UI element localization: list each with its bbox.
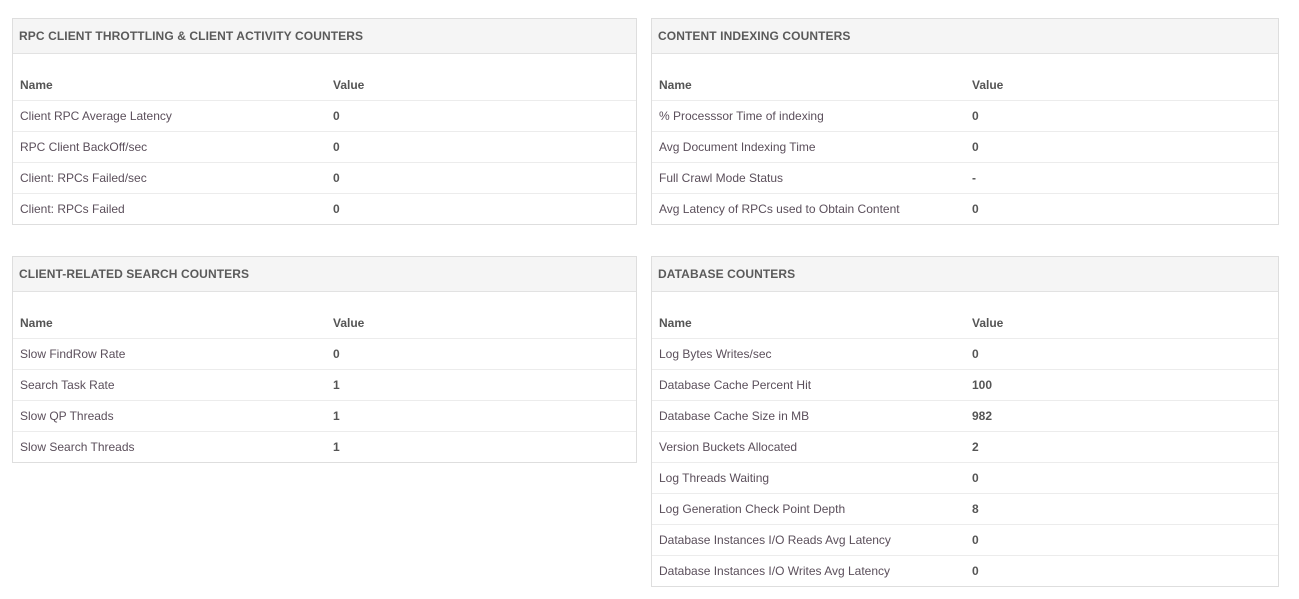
column-header-name: Name [20, 316, 53, 330]
table-row: Log Generation Check Point Depth 8 [652, 493, 1278, 525]
table-row: Search Task Rate 1 [13, 369, 636, 401]
counter-name: Slow Search Threads [13, 431, 326, 462]
counter-name: Slow QP Threads [13, 400, 326, 432]
panel-title: DATABASE COUNTERS [652, 257, 1278, 292]
counter-name: Search Task Rate [13, 369, 326, 401]
rpc-client-throttling-panel: RPC CLIENT THROTTLING & CLIENT ACTIVITY … [12, 18, 637, 225]
counter-name: Full Crawl Mode Status [652, 162, 965, 194]
counter-name: Client: RPCs Failed [13, 193, 326, 224]
counter-value: 0 [965, 100, 1278, 132]
panel-title: CONTENT INDEXING COUNTERS [652, 19, 1278, 54]
column-header-name: Name [659, 316, 692, 330]
counter-name: Log Bytes Writes/sec [652, 338, 965, 370]
table-row: Client: RPCs Failed 0 [13, 193, 636, 224]
counter-name: Version Buckets Allocated [652, 431, 965, 463]
counter-name: Client: RPCs Failed/sec [13, 162, 326, 194]
counter-value: 0 [965, 131, 1278, 163]
column-header-value: Value [333, 78, 365, 92]
table-header-row: Name Value [652, 308, 1278, 339]
panel-title: RPC CLIENT THROTTLING & CLIENT ACTIVITY … [13, 19, 636, 54]
counter-value: 0 [965, 338, 1278, 370]
counter-value: 0 [326, 193, 636, 224]
table-row: Slow FindRow Rate 0 [13, 338, 636, 370]
panel-title: CLIENT-RELATED SEARCH COUNTERS [13, 257, 636, 292]
table-row: Avg Document Indexing Time 0 [652, 131, 1278, 163]
counter-value: 2 [965, 431, 1278, 463]
table-row: Database Instances I/O Writes Avg Latenc… [652, 555, 1278, 586]
column-header-name: Name [659, 78, 692, 92]
counter-name: Database Cache Size in MB [652, 400, 965, 432]
counter-name: Slow FindRow Rate [13, 338, 326, 370]
table-row: Client RPC Average Latency 0 [13, 100, 636, 132]
table-header-row: Name Value [13, 308, 636, 339]
table-row: Slow QP Threads 1 [13, 400, 636, 432]
counter-value: 0 [326, 131, 636, 163]
counter-value: 0 [326, 162, 636, 194]
table-row: Version Buckets Allocated 2 [652, 431, 1278, 463]
table-row: Client: RPCs Failed/sec 0 [13, 162, 636, 194]
table-row: % Processsor Time of indexing 0 [652, 100, 1278, 132]
counter-name: % Processsor Time of indexing [652, 100, 965, 132]
counter-name: Client RPC Average Latency [13, 100, 326, 132]
counter-name: Database Cache Percent Hit [652, 369, 965, 401]
table-row: Slow Search Threads 1 [13, 431, 636, 462]
counters-table: Name Value % Processsor Time of indexing… [652, 70, 1278, 224]
counter-value: 0 [326, 338, 636, 370]
table-row: Avg Latency of RPCs used to Obtain Conte… [652, 193, 1278, 224]
counter-value: 0 [965, 524, 1278, 556]
column-header-name: Name [20, 78, 53, 92]
counters-table: Name Value Client RPC Average Latency 0 … [13, 70, 636, 224]
column-header-value: Value [333, 316, 365, 330]
counters-table: Name Value Slow FindRow Rate 0 Search Ta… [13, 308, 636, 462]
counter-name: Avg Latency of RPCs used to Obtain Conte… [652, 193, 965, 224]
counters-table: Name Value Log Bytes Writes/sec 0 Databa… [652, 308, 1278, 586]
client-search-panel: CLIENT-RELATED SEARCH COUNTERS Name Valu… [12, 256, 637, 463]
counter-value: 1 [326, 431, 636, 462]
counter-value: - [965, 162, 1278, 194]
content-indexing-panel: CONTENT INDEXING COUNTERS Name Value % P… [651, 18, 1279, 225]
table-row: Database Instances I/O Reads Avg Latency… [652, 524, 1278, 556]
counter-value: 0 [326, 100, 636, 132]
table-row: Database Cache Percent Hit 100 [652, 369, 1278, 401]
counter-value: 1 [326, 369, 636, 401]
table-row: Log Bytes Writes/sec 0 [652, 338, 1278, 370]
table-header-row: Name Value [13, 70, 636, 101]
table-row: Database Cache Size in MB 982 [652, 400, 1278, 432]
table-row: Log Threads Waiting 0 [652, 462, 1278, 494]
counter-name: RPC Client BackOff/sec [13, 131, 326, 163]
database-counters-panel: DATABASE COUNTERS Name Value Log Bytes W… [651, 256, 1279, 587]
table-header-row: Name Value [652, 70, 1278, 101]
counter-value: 982 [965, 400, 1278, 432]
counter-value: 0 [965, 193, 1278, 224]
counter-value: 0 [965, 462, 1278, 494]
counter-name: Database Instances I/O Writes Avg Latenc… [652, 555, 965, 586]
column-header-value: Value [972, 316, 1004, 330]
column-header-value: Value [972, 78, 1004, 92]
table-row: RPC Client BackOff/sec 0 [13, 131, 636, 163]
counter-value: 1 [326, 400, 636, 432]
table-row: Full Crawl Mode Status - [652, 162, 1278, 194]
counter-value: 100 [965, 369, 1278, 401]
counter-name: Database Instances I/O Reads Avg Latency [652, 524, 965, 556]
counter-name: Avg Document Indexing Time [652, 131, 965, 163]
counter-value: 0 [965, 555, 1278, 586]
counter-name: Log Threads Waiting [652, 462, 965, 494]
counter-name: Log Generation Check Point Depth [652, 493, 965, 525]
counter-value: 8 [965, 493, 1278, 525]
